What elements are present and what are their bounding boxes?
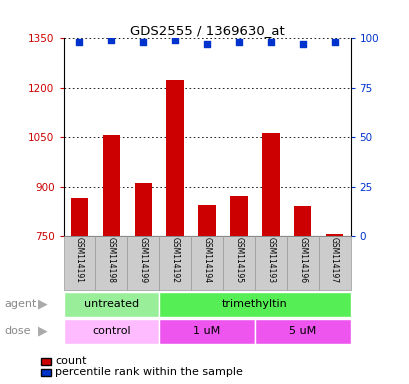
Bar [318,236,350,290]
Bar [261,133,279,236]
Text: trimethyltin: trimethyltin [221,299,287,310]
Bar [134,183,152,236]
Bar [159,292,350,317]
Bar [102,135,120,236]
Text: ▶: ▶ [38,298,48,311]
Text: count: count [55,356,87,366]
Point [139,39,146,45]
Bar [63,236,95,290]
Text: GSM114198: GSM114198 [107,237,116,283]
Text: dose: dose [4,326,31,336]
Bar [222,236,254,290]
Point [203,41,210,47]
Text: 1 uM: 1 uM [193,326,220,336]
Bar [229,196,247,236]
Point [330,39,337,45]
Bar [166,79,184,236]
Bar [127,236,159,290]
Bar [70,198,88,236]
Text: GSM114194: GSM114194 [202,237,211,283]
Text: ▶: ▶ [38,325,48,338]
Bar [198,205,215,236]
Text: agent: agent [4,299,36,310]
Bar [63,319,159,344]
Bar [191,236,222,290]
Bar [95,236,127,290]
Point [76,39,83,45]
Bar [159,236,191,290]
Bar [293,207,311,236]
Text: GSM114199: GSM114199 [138,237,147,283]
Bar [325,233,343,236]
Text: GSM114191: GSM114191 [75,237,84,283]
Bar [254,319,350,344]
Bar [286,236,318,290]
Point [267,39,274,45]
Text: control: control [92,326,130,336]
Text: GSM114196: GSM114196 [297,237,306,283]
Text: untreated: untreated [83,299,139,310]
Text: percentile rank within the sample: percentile rank within the sample [55,367,243,377]
Text: GSM114195: GSM114195 [234,237,243,283]
Bar [159,319,254,344]
Bar [63,292,159,317]
Bar [254,236,286,290]
Point [108,37,115,43]
Text: 5 uM: 5 uM [288,326,316,336]
Text: GSM114192: GSM114192 [170,237,179,283]
Text: GSM114193: GSM114193 [266,237,275,283]
Point [299,41,305,47]
Text: GSM114197: GSM114197 [329,237,338,283]
Point [171,37,178,43]
Point [235,39,242,45]
Title: GDS2555 / 1369630_at: GDS2555 / 1369630_at [129,24,284,37]
